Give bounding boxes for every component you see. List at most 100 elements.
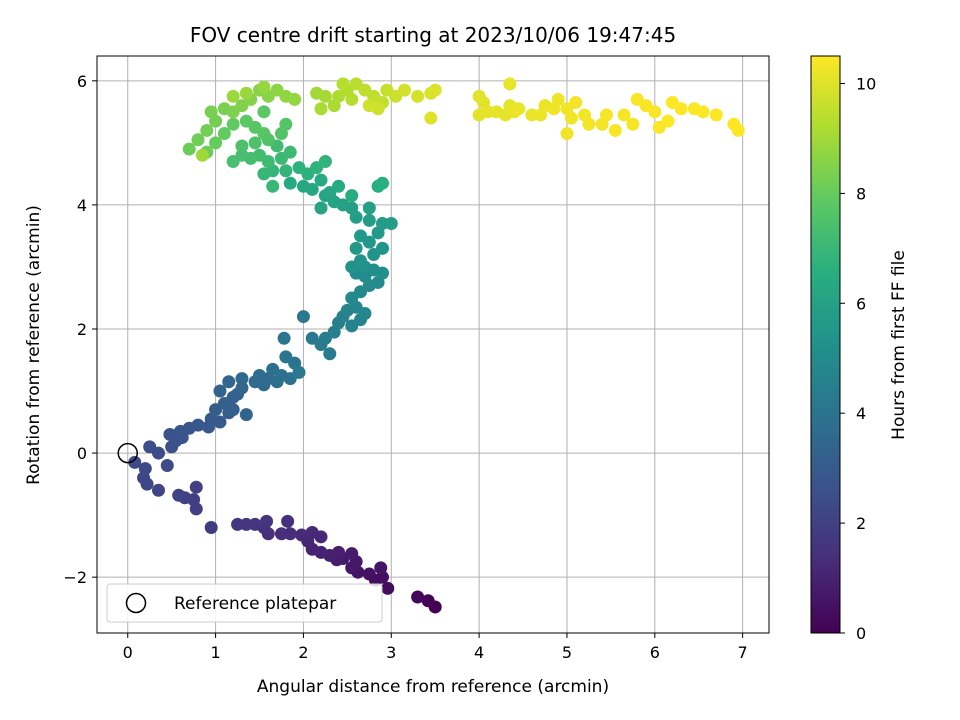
- data-point: [283, 145, 297, 159]
- data-point: [709, 108, 723, 122]
- data-point: [279, 350, 293, 364]
- data-point: [191, 133, 205, 147]
- reference-point: [117, 442, 138, 464]
- data-point: [648, 105, 662, 119]
- data-point: [345, 189, 359, 203]
- data-point: [375, 241, 389, 255]
- x-tick-label: 6: [650, 643, 660, 662]
- data-point: [375, 176, 389, 190]
- data-point: [222, 375, 236, 389]
- data-point: [204, 521, 218, 535]
- data-point: [362, 213, 376, 227]
- y-tick-label: 4: [77, 196, 87, 215]
- data-point: [608, 123, 622, 137]
- colorbar-tick-label: 8: [856, 184, 866, 203]
- y-axis-ticks: −2 0 2 4 6: [63, 72, 97, 587]
- data-point: [182, 142, 196, 156]
- data-point: [314, 201, 328, 215]
- grid-lines: [97, 56, 769, 633]
- data-point: [160, 458, 174, 472]
- data-point: [384, 217, 398, 231]
- data-point: [336, 77, 350, 91]
- data-point: [274, 527, 288, 541]
- data-point: [582, 117, 596, 131]
- data-point: [279, 164, 293, 178]
- data-point: [172, 488, 186, 502]
- legend-box: [106, 583, 383, 623]
- data-point: [617, 108, 631, 122]
- data-point: [195, 148, 209, 162]
- data-point: [305, 525, 319, 539]
- data-point: [213, 384, 227, 398]
- data-point: [226, 154, 240, 168]
- x-axis-label: Angular distance from reference (arcmin): [257, 677, 609, 697]
- x-tick-label: 1: [210, 643, 220, 662]
- data-point: [358, 306, 372, 320]
- data-point: [235, 372, 249, 386]
- colorbar-tick-label: 2: [856, 514, 866, 533]
- data-point: [421, 594, 435, 608]
- data-point: [163, 427, 177, 441]
- data-point: [349, 241, 363, 255]
- data-point: [257, 167, 271, 181]
- data-point: [362, 99, 376, 113]
- x-tick-label: 7: [738, 643, 748, 662]
- data-point: [661, 114, 675, 128]
- data-point: [235, 381, 249, 395]
- data-point: [217, 127, 231, 141]
- x-axis-ticks: 0 1 2 3 4 5 6 7: [123, 633, 748, 662]
- data-point: [332, 179, 346, 193]
- data-point: [345, 92, 359, 106]
- data-point: [209, 136, 223, 150]
- y-tick-label: 0: [77, 444, 87, 463]
- data-point: [362, 201, 376, 215]
- data-point: [362, 567, 376, 581]
- data-point: [281, 514, 295, 528]
- y-axis-label: Rotation from reference (arcmin): [24, 205, 44, 485]
- y-tick-label: −2: [63, 568, 87, 587]
- x-tick-label: 0: [123, 643, 133, 662]
- data-point: [375, 266, 389, 280]
- data-point: [226, 89, 240, 103]
- data-point: [292, 161, 306, 175]
- data-point: [138, 462, 152, 476]
- x-tick-label: 4: [474, 643, 484, 662]
- data-point: [411, 89, 425, 103]
- legend: Reference platepar: [106, 583, 383, 623]
- colorbar-tick-label: 10: [856, 74, 876, 93]
- colorbar-tick-label: 0: [856, 624, 866, 643]
- y-tick-label: 2: [77, 320, 87, 339]
- data-point: [128, 455, 142, 469]
- data-point: [200, 123, 214, 137]
- data-point: [295, 528, 309, 542]
- data-point: [296, 310, 310, 324]
- data-point: [314, 173, 328, 187]
- data-point: [239, 114, 253, 128]
- data-point: [151, 483, 165, 497]
- y-tick-label: 6: [77, 72, 87, 91]
- data-point: [318, 154, 332, 168]
- data-point: [231, 517, 245, 531]
- reference-marker: [117, 442, 138, 464]
- data-point: [257, 105, 271, 119]
- data-point: [288, 92, 302, 106]
- data-point: [503, 77, 517, 91]
- data-point: [323, 347, 337, 361]
- legend-reference-marker: [125, 592, 147, 614]
- data-point: [551, 92, 565, 106]
- data-point: [318, 89, 332, 103]
- data-point: [239, 408, 253, 422]
- data-point: [696, 105, 710, 119]
- data-point: [292, 365, 306, 379]
- data-point: [248, 136, 262, 150]
- data-point: [239, 86, 253, 100]
- x-tick-label: 5: [562, 643, 572, 662]
- data-point: [381, 581, 395, 595]
- data-point: [354, 229, 368, 243]
- data-point: [345, 547, 359, 561]
- data-point: [283, 176, 297, 190]
- data-point: [354, 254, 368, 268]
- chart-title: FOV centre drift starting at 2023/10/06 …: [190, 23, 676, 47]
- data-point: [674, 102, 688, 116]
